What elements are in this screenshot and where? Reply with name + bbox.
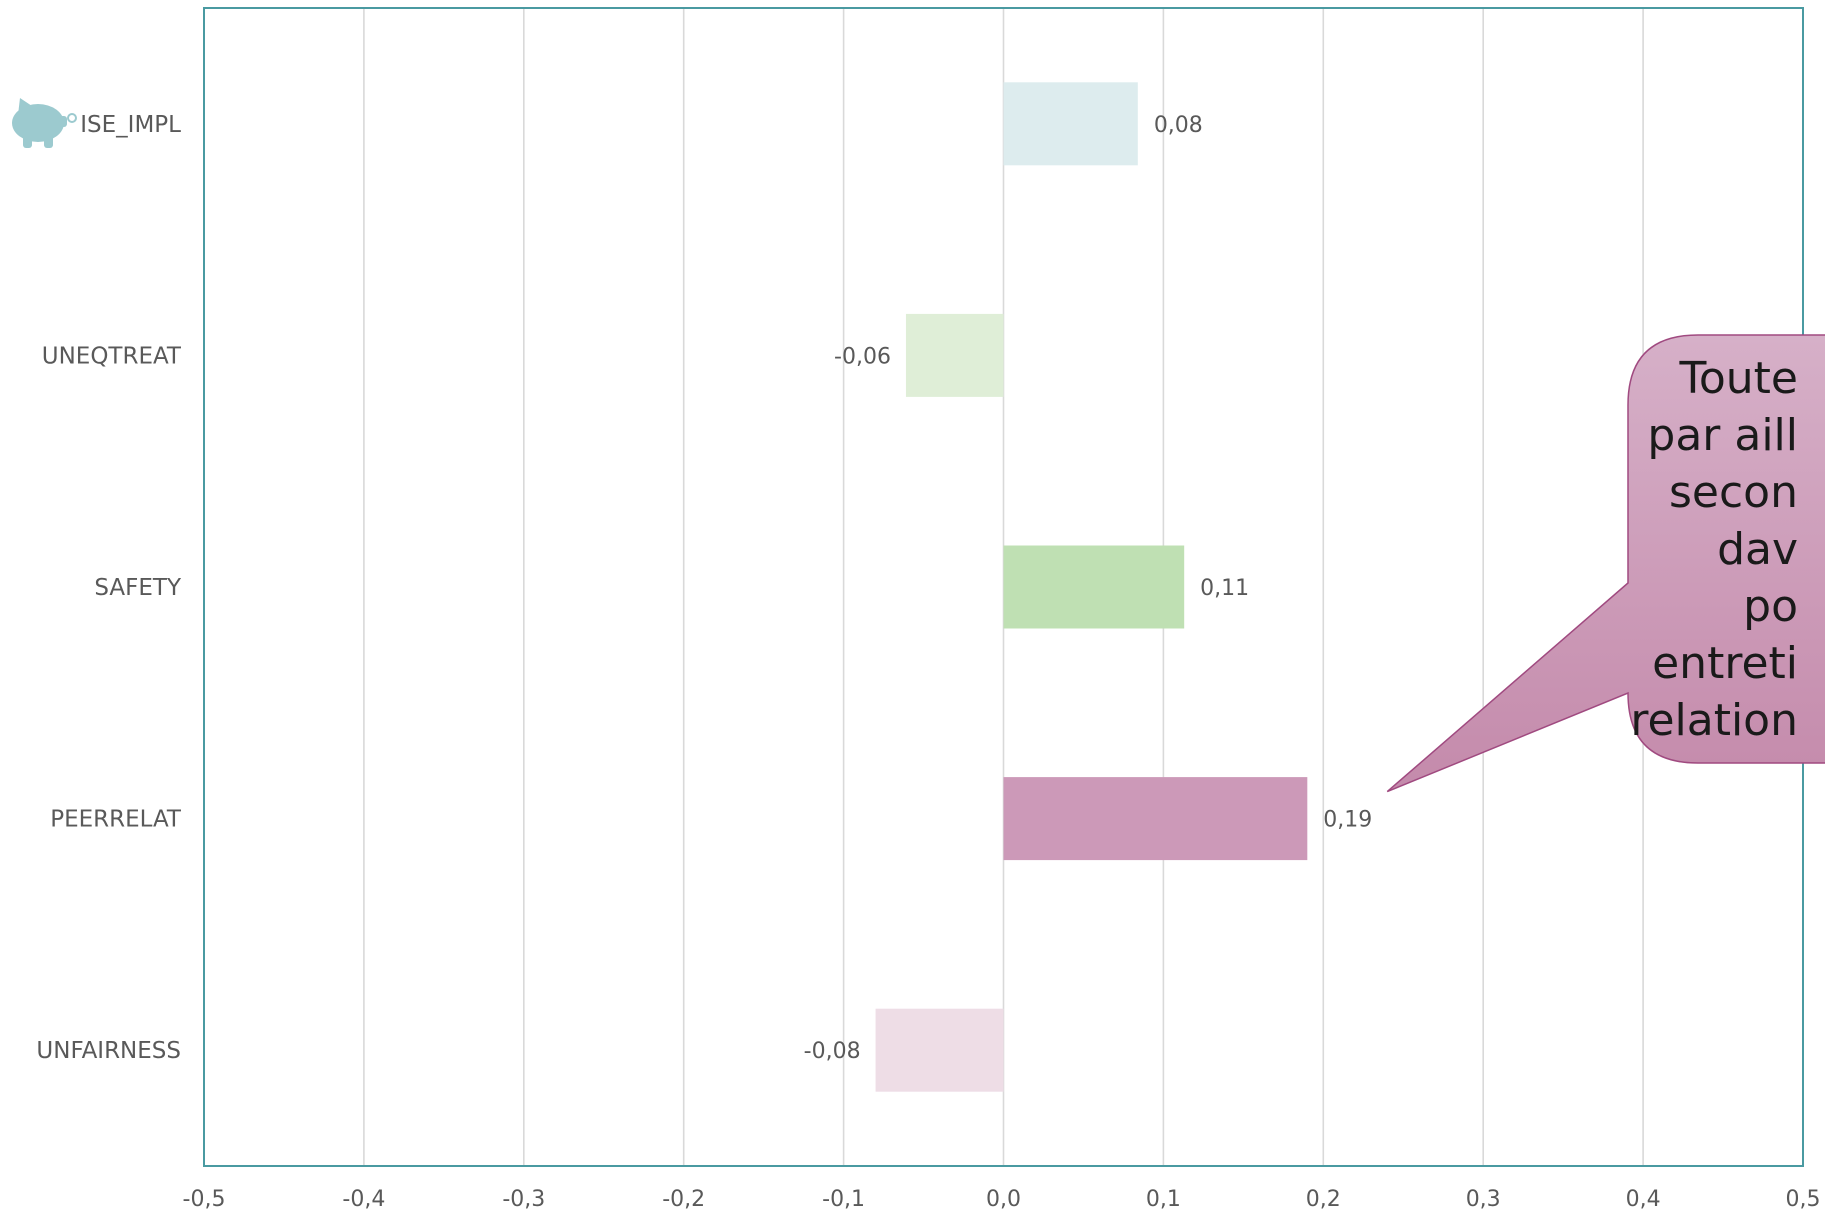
x-tick-label: 0,5 (1786, 1187, 1821, 1212)
bars (875, 82, 1308, 1092)
callout-text: Toute par aill secon dav po entreti relation (1630, 353, 1798, 746)
callout-bubble: Toute par aill secon dav po entreti relation (1386, 334, 1825, 793)
bar-peerrelat (1003, 777, 1308, 861)
piggy-bank-icon (12, 98, 77, 148)
bar-unfairness (875, 1008, 1004, 1092)
x-tick-label: 0,2 (1306, 1187, 1341, 1212)
x-tick-labels: -0,5 -0,4 -0,3 -0,2 -0,1 0,0 0,1 0,2 0,3 0,4 0,5 (183, 1187, 1821, 1212)
callout-line: Toute (1678, 353, 1798, 404)
data-label: -0,08 (804, 1039, 861, 1064)
x-tick-label: -0,2 (662, 1187, 705, 1212)
category-label: PEERRELAT (50, 807, 182, 833)
callout-line: entreti (1652, 638, 1798, 689)
x-tick-label: -0,5 (183, 1187, 226, 1212)
category-label: UNFAIRNESS (36, 1038, 181, 1064)
x-tick-label: 0,3 (1466, 1187, 1501, 1212)
category-label: ISE_IMPL (80, 112, 181, 138)
callout-line: po (1743, 581, 1798, 632)
data-label: -0,06 (834, 344, 891, 369)
x-tick-label: -0,3 (502, 1187, 545, 1212)
category-label: UNEQTREAT (42, 343, 182, 369)
x-tick-label: 0,1 (1146, 1187, 1181, 1212)
data-label: 0,19 (1323, 808, 1372, 833)
callout-line: dav (1717, 524, 1798, 575)
bar-uneqtreat (905, 313, 1004, 397)
bar-ise_impl (1003, 82, 1138, 166)
callout-shape (1386, 334, 1825, 793)
bar-safety (1003, 545, 1185, 629)
data-label: 0,11 (1200, 576, 1249, 601)
data-label: 0,08 (1154, 113, 1203, 138)
x-tick-label: 0,0 (986, 1187, 1021, 1212)
category-labels: ISE_IMPL UNEQTREAT SAFETY PEERRELAT UNFAIRNE… (36, 112, 182, 1064)
category-label: SAFETY (94, 575, 182, 601)
x-tick-label: -0,1 (822, 1187, 865, 1212)
callout-line: relation (1630, 695, 1798, 746)
callout-line: par aill (1647, 410, 1798, 461)
data-labels: 0,08 -0,06 0,11 0,19 -0,08 (804, 113, 1373, 1064)
x-tick-label: 0,4 (1626, 1187, 1661, 1212)
x-tick-label: -0,4 (342, 1187, 385, 1212)
callout-line: secon (1669, 467, 1798, 518)
